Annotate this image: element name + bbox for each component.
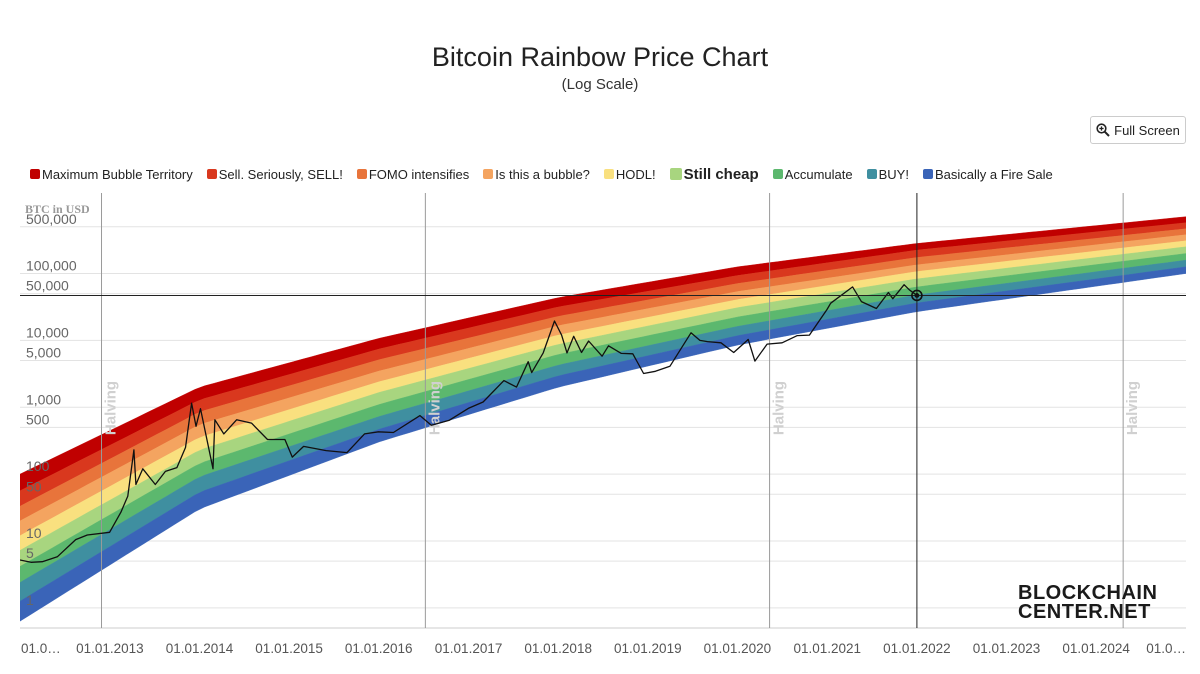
legend-swatch	[922, 169, 933, 179]
legend-item-7[interactable]: BUY!	[866, 166, 909, 182]
crosshair-marker	[911, 289, 923, 302]
x-tick-label: 01.01.2013	[76, 641, 144, 656]
x-tick-label: 01.01.2021	[793, 641, 861, 656]
band-8	[20, 266, 1186, 622]
y-tick-label: 5	[26, 545, 34, 561]
legend-label: Accumulate	[784, 166, 853, 182]
y-tick-label: 1	[26, 592, 34, 608]
halving-label: Halving	[1124, 381, 1141, 435]
x-tick-label: 01.01.2019	[614, 641, 682, 656]
legend-label: Basically a Fire Sale	[934, 166, 1053, 182]
legend-item-0[interactable]: Maximum Bubble Territory	[30, 167, 193, 182]
halving-label: Halving	[771, 381, 788, 435]
legend: Maximum Bubble Territory Sell. Seriously,…	[30, 163, 1067, 185]
halving-markers: Halving Halving Halving Halving	[101, 193, 1141, 628]
y-tick-label: 50	[26, 478, 42, 494]
x-tick-label: 01.01.2020	[704, 641, 772, 656]
x-tick-label: 01.01.2016	[345, 641, 413, 656]
legend-item-4[interactable]: HODL!	[603, 166, 656, 182]
logo-line-2: CENTER.NET	[1018, 601, 1151, 623]
legend-item-3[interactable]: Is this a bubble?	[483, 167, 590, 182]
legend-swatch	[30, 169, 40, 179]
legend-swatch	[669, 168, 682, 180]
crosshair-marker-dot	[914, 293, 920, 298]
x-tick-label: 01.01.2015	[255, 641, 323, 656]
legend-item-1[interactable]: Sell. Seriously, SELL!	[206, 166, 343, 182]
y-tick-label: 1,000	[26, 391, 61, 407]
y-tick-label: 5,000	[26, 345, 61, 361]
legend-swatch	[866, 169, 877, 179]
legend-item-8[interactable]: Basically a Fire Sale	[922, 166, 1053, 182]
x-tick-label: 01.01.2017	[435, 641, 503, 656]
legend-item-6[interactable]: Accumulate	[772, 166, 853, 182]
blockchaincenter-logo: BLOCKCHAIN CENTER.NET	[1018, 582, 1158, 623]
rainbow-bands	[20, 216, 1186, 622]
legend-swatch	[772, 169, 783, 179]
legend-label: BUY!	[878, 166, 909, 182]
legend-label: Maximum Bubble Territory	[42, 166, 193, 182]
legend-swatch	[206, 169, 217, 179]
y-tick-label: 500	[26, 411, 50, 427]
page-subtitle: (Log Scale)	[561, 76, 639, 93]
x-tick-label: 01.0…	[21, 641, 61, 656]
legend-swatch	[603, 169, 614, 179]
zoom-in-icon	[1096, 123, 1110, 137]
legend-swatch	[483, 169, 494, 179]
halving-label: Halving	[103, 381, 120, 435]
y-tick-label: 100,000	[26, 258, 77, 274]
y-tick-label: 10,000	[26, 324, 69, 340]
y-tick-label: 100	[26, 458, 50, 474]
x-tick-label: 01.01.2022	[883, 641, 951, 656]
fullscreen-label: Full Screen	[1114, 122, 1180, 138]
legend-label: Still cheap	[683, 165, 759, 183]
legend-label: Sell. Seriously, SELL!	[218, 166, 343, 182]
series-btc-price	[20, 284, 918, 563]
legend-label: FOMO intensifies	[368, 166, 470, 182]
x-tick-label: 01.01.2014	[166, 641, 234, 656]
x-tick-label: 01.01.2018	[524, 641, 592, 656]
y-tick-label: 50,000	[26, 278, 69, 294]
y-axis-label: BTC in USD	[25, 202, 90, 216]
fullscreen-button[interactable]: Full Screen	[1090, 116, 1186, 144]
legend-label: HODL!	[615, 166, 656, 182]
x-tick-label: 01.01.2024	[1062, 641, 1130, 656]
x-tick-label: 01.01.2023	[973, 641, 1041, 656]
y-tick-label: 10	[26, 525, 42, 541]
x-tick-label: 01.0…	[1146, 641, 1186, 656]
x-axis: 01.0… 01.01.2013 01.01.2014 01.01.2015 01.01…	[21, 641, 1186, 656]
legend-item-5[interactable]: Still cheap	[669, 165, 759, 183]
legend-item-2[interactable]: FOMO intensifies	[356, 166, 470, 182]
legend-label: Is this a bubble?	[495, 166, 590, 182]
crosshair	[20, 193, 1186, 628]
page-title: Bitcoin Rainbow Price Chart	[431, 42, 769, 72]
legend-swatch	[356, 169, 367, 179]
logo-line-1: BLOCKCHAIN	[1018, 582, 1158, 604]
y-axis: 500,000 100,000 50,000 10,000 5,000 1,000 500 1…	[26, 211, 77, 608]
halving-label: Halving	[426, 381, 443, 435]
y-tick-label: 500,000	[26, 211, 77, 227]
